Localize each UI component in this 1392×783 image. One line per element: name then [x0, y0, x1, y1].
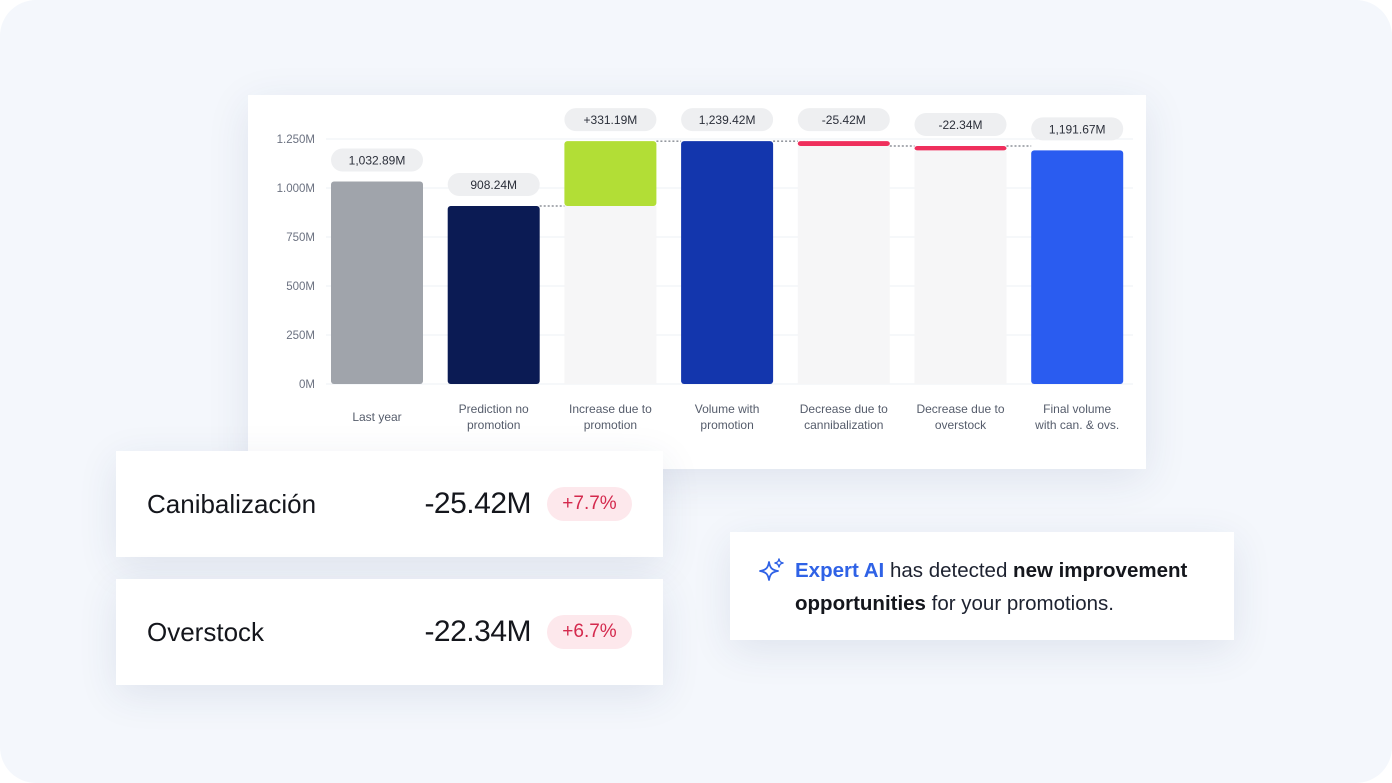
- category-label: promotion: [467, 418, 520, 432]
- category-label: Decrease due to: [800, 402, 888, 416]
- value-label: -25.42M: [822, 113, 866, 127]
- metric-name: Canibalización: [147, 489, 317, 519]
- value-pill: [681, 108, 774, 132]
- waterfall-chart-card: 0M 250M 500M 750M 1.000M 1.250M 1,032.89M Last …: [248, 95, 1146, 469]
- ai-insight-card[interactable]: Expert AI has detected new improvement o…: [730, 532, 1234, 640]
- value-pill: [331, 148, 423, 172]
- category-label: Increase due to: [569, 402, 652, 416]
- metric-value: -22.34M: [424, 615, 531, 648]
- value-label: +331.19M: [584, 113, 638, 127]
- value-label: 1,191.67M: [1049, 122, 1106, 136]
- category-label: Final volume: [1043, 402, 1111, 416]
- value-pill: [914, 113, 1007, 137]
- metric-value: -25.42M: [424, 487, 531, 520]
- category-label: overstock: [935, 418, 987, 432]
- value-label: 1,239.42M: [699, 113, 756, 127]
- ai-brand-link[interactable]: Expert AI: [795, 559, 885, 582]
- waterfall-bar: [681, 141, 774, 384]
- ai-text-part: for your promotions.: [925, 592, 1114, 615]
- metric-change-badge: +7.7%: [547, 487, 632, 521]
- category-label: with can. & ovs.: [1034, 418, 1119, 432]
- value-pill: [564, 108, 657, 132]
- ai-strong-text: new improvement opportunities: [795, 559, 1188, 615]
- sparkle-icon: [759, 558, 784, 581]
- category-label: Prediction no: [459, 402, 529, 416]
- y-tick-label: 500M: [286, 281, 315, 293]
- category-label: promotion: [700, 418, 753, 432]
- waterfall-bar: [564, 141, 657, 206]
- category-label: Volume with: [695, 402, 760, 416]
- category-label: Decrease due to: [916, 402, 1004, 416]
- bar-base-placeholder: [797, 146, 890, 384]
- value-label: -22.34M: [938, 118, 982, 132]
- category-label: promotion: [584, 418, 637, 432]
- metric-change-badge: +6.7%: [547, 615, 632, 649]
- metric-card-overstock: Overstock -22.34M +6.7%: [116, 579, 663, 685]
- value-pill: [447, 172, 540, 196]
- waterfall-chart: 0M 250M 500M 750M 1.000M 1.250M 1,032.89M Last …: [277, 108, 1133, 432]
- waterfall-bar: [331, 181, 423, 384]
- value-label: 908.24M: [470, 178, 517, 192]
- ai-insight-text: Expert AI has detected new improvement o…: [795, 554, 1220, 620]
- y-tick-label: 0M: [299, 379, 315, 391]
- bar-base-placeholder: [564, 205, 657, 384]
- category-label: cannibalization: [804, 418, 883, 432]
- waterfall-bar: [797, 141, 890, 147]
- category-label: Last year: [352, 410, 401, 424]
- ai-text-part: has detected: [884, 559, 1014, 582]
- bar-base-placeholder: [914, 150, 1007, 384]
- waterfall-bar: [447, 205, 540, 384]
- waterfall-bar: [914, 146, 1007, 151]
- y-tick-label: 1.250M: [277, 134, 315, 146]
- y-tick-label: 1.000M: [277, 183, 315, 195]
- y-tick-label: 250M: [286, 330, 315, 342]
- y-tick-label: 750M: [286, 232, 315, 244]
- value-label: 1,032.89M: [349, 154, 406, 168]
- metric-name: Overstock: [147, 617, 265, 647]
- metric-card-cannibalization: Canibalización -25.42M +7.7%: [116, 451, 663, 557]
- value-pill: [1031, 117, 1124, 141]
- value-pill: [797, 108, 890, 132]
- waterfall-bar: [1031, 150, 1124, 384]
